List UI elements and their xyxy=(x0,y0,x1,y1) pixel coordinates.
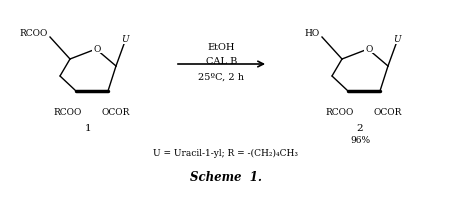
Text: U: U xyxy=(121,35,129,44)
Text: 25ºC, 2 h: 25ºC, 2 h xyxy=(198,72,244,81)
Text: OCOR: OCOR xyxy=(101,107,130,116)
Text: 1: 1 xyxy=(84,123,91,132)
Text: U: U xyxy=(392,35,400,44)
Text: OCOR: OCOR xyxy=(373,107,401,116)
Text: RCOO: RCOO xyxy=(19,29,48,38)
Text: RCOO: RCOO xyxy=(325,107,354,116)
Text: CAL B: CAL B xyxy=(205,56,237,65)
Text: 96%: 96% xyxy=(349,135,369,144)
Text: O: O xyxy=(93,44,101,53)
Text: HO: HO xyxy=(304,29,319,38)
Text: U = Uracil-1-yl; R = -(CH₂)₄CH₃: U = Uracil-1-yl; R = -(CH₂)₄CH₃ xyxy=(153,148,298,157)
Text: EtOH: EtOH xyxy=(207,42,235,51)
Text: RCOO: RCOO xyxy=(54,107,82,116)
Text: Scheme  1.: Scheme 1. xyxy=(189,171,262,184)
Text: O: O xyxy=(364,44,372,53)
Text: 2: 2 xyxy=(356,123,363,132)
